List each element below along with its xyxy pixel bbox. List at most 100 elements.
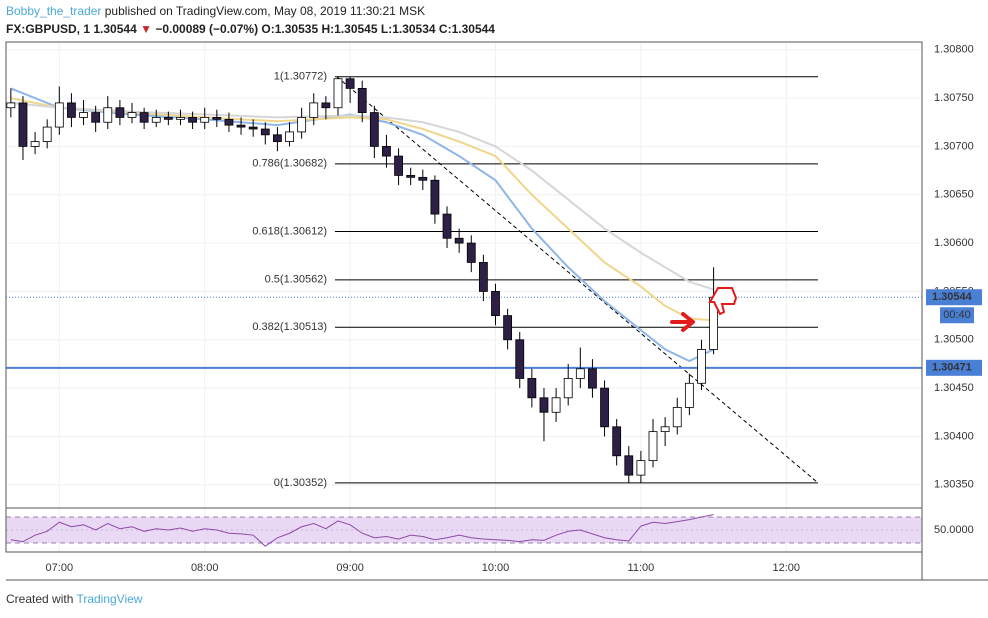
candle-body [248, 126, 258, 130]
candle-body [648, 431, 658, 462]
countdown-label: 00:40 [943, 309, 971, 321]
candle-body [624, 455, 634, 476]
candle-body [491, 291, 500, 317]
last-price-box [926, 289, 982, 306]
candle-body [684, 382, 694, 408]
footer: Created with TradingView [6, 592, 143, 606]
high: H:1.30545 [321, 22, 377, 36]
thumb-icon [708, 287, 738, 316]
rsi-tick-label: 50.0000 [934, 524, 974, 536]
candle-body [418, 176, 428, 181]
candle-body [30, 141, 40, 147]
candle-body [382, 146, 391, 157]
candle-body [163, 117, 173, 120]
candle-body [478, 262, 488, 292]
candle-body [575, 368, 585, 379]
last: 1.30544 [93, 22, 137, 36]
candle-body [333, 78, 343, 109]
x-tick-label: 11:00 [628, 562, 655, 574]
candle-body [612, 426, 622, 457]
candle-body [79, 112, 88, 118]
candle-body [394, 155, 403, 176]
fib-label: 0.5(1.30562) [265, 274, 327, 286]
y-tick-label: 1.30450 [934, 382, 974, 394]
change-arrow: ▼ [140, 22, 152, 36]
candle-body [442, 213, 452, 239]
arrow [670, 312, 695, 332]
candle-body [127, 112, 137, 118]
author: Bobby_the_trader [6, 4, 101, 18]
y-tick-label: 1.30800 [934, 44, 974, 56]
candle-body [236, 124, 246, 128]
candle-body [212, 117, 222, 120]
candle-body [139, 112, 149, 123]
hline-label-box [926, 359, 982, 376]
fib-label: 0.382(1.30513) [252, 321, 327, 333]
candle-body [42, 126, 52, 142]
x-tick-label: 10:00 [482, 562, 510, 574]
candle-body [285, 131, 294, 142]
candle-body [430, 179, 440, 215]
candle-body [297, 117, 307, 133]
candle-body [115, 107, 125, 118]
y-tick-label: 1.30600 [934, 237, 974, 249]
candle-body [539, 397, 549, 413]
candle-body [67, 102, 76, 118]
candle-body [103, 107, 113, 123]
fib-label: 0(1.30352) [274, 477, 327, 489]
candle-body [6, 102, 16, 109]
candle-body [91, 112, 101, 123]
y-tick-label: 1.30350 [934, 479, 974, 491]
candle-body [345, 78, 355, 89]
candle-body [357, 88, 367, 113]
countdown-box [940, 307, 974, 324]
x-tick-label: 08:00 [191, 562, 219, 574]
fib-label: 1(1.30772) [274, 71, 327, 83]
candle-body [369, 112, 379, 147]
candle-body [551, 397, 561, 413]
candle-body [600, 387, 609, 428]
candle-body [527, 378, 537, 399]
hline-label: 1.30471 [932, 362, 972, 374]
candle-body [151, 117, 161, 123]
candle-body [309, 102, 319, 118]
last-price-label: 1.30544 [932, 291, 973, 303]
change: −0.00089 (−0.07%) [155, 22, 258, 36]
rsi-band [6, 517, 922, 543]
low: L:1.30534 [381, 22, 436, 36]
candle-body [588, 368, 597, 389]
candle-body [406, 175, 416, 178]
candle-body [515, 339, 525, 379]
candle-body [188, 117, 197, 123]
candle-body [200, 117, 210, 123]
x-tick-label: 12:00 [773, 562, 801, 574]
candle-body [697, 349, 706, 384]
candle-body [321, 102, 331, 109]
candle-body [503, 315, 513, 341]
header-line: Bobby_the_trader published on TradingVie… [6, 4, 425, 18]
candle-body [224, 118, 234, 126]
y-tick-label: 1.30400 [934, 430, 974, 442]
candle-body [563, 378, 573, 399]
candle-body [260, 128, 270, 136]
y-tick-label: 1.30500 [934, 334, 974, 346]
candle-body [176, 117, 185, 120]
x-tick-label: 09:00 [336, 562, 364, 574]
rsi-line [10, 513, 714, 547]
symbol-line: FX:GBPUSD, 1 1.30544 ▼ −0.00089 (−0.07%)… [6, 22, 495, 36]
candle-body [454, 237, 464, 244]
footer-brand: TradingView [76, 592, 142, 606]
y-tick-label: 1.30650 [934, 189, 974, 201]
candle-body [672, 407, 682, 428]
footer-text: Created with [6, 592, 73, 606]
candle-body [636, 460, 646, 476]
open: O:1.30535 [261, 22, 318, 36]
plot: 1.303501.304001.304501.305001.305501.306… [6, 42, 982, 574]
candle-body [466, 242, 476, 263]
candle-body [18, 102, 28, 147]
fib-label: 0.786(1.30682) [252, 158, 327, 170]
close: C:1.30544 [439, 22, 495, 36]
candle-body [273, 134, 282, 142]
